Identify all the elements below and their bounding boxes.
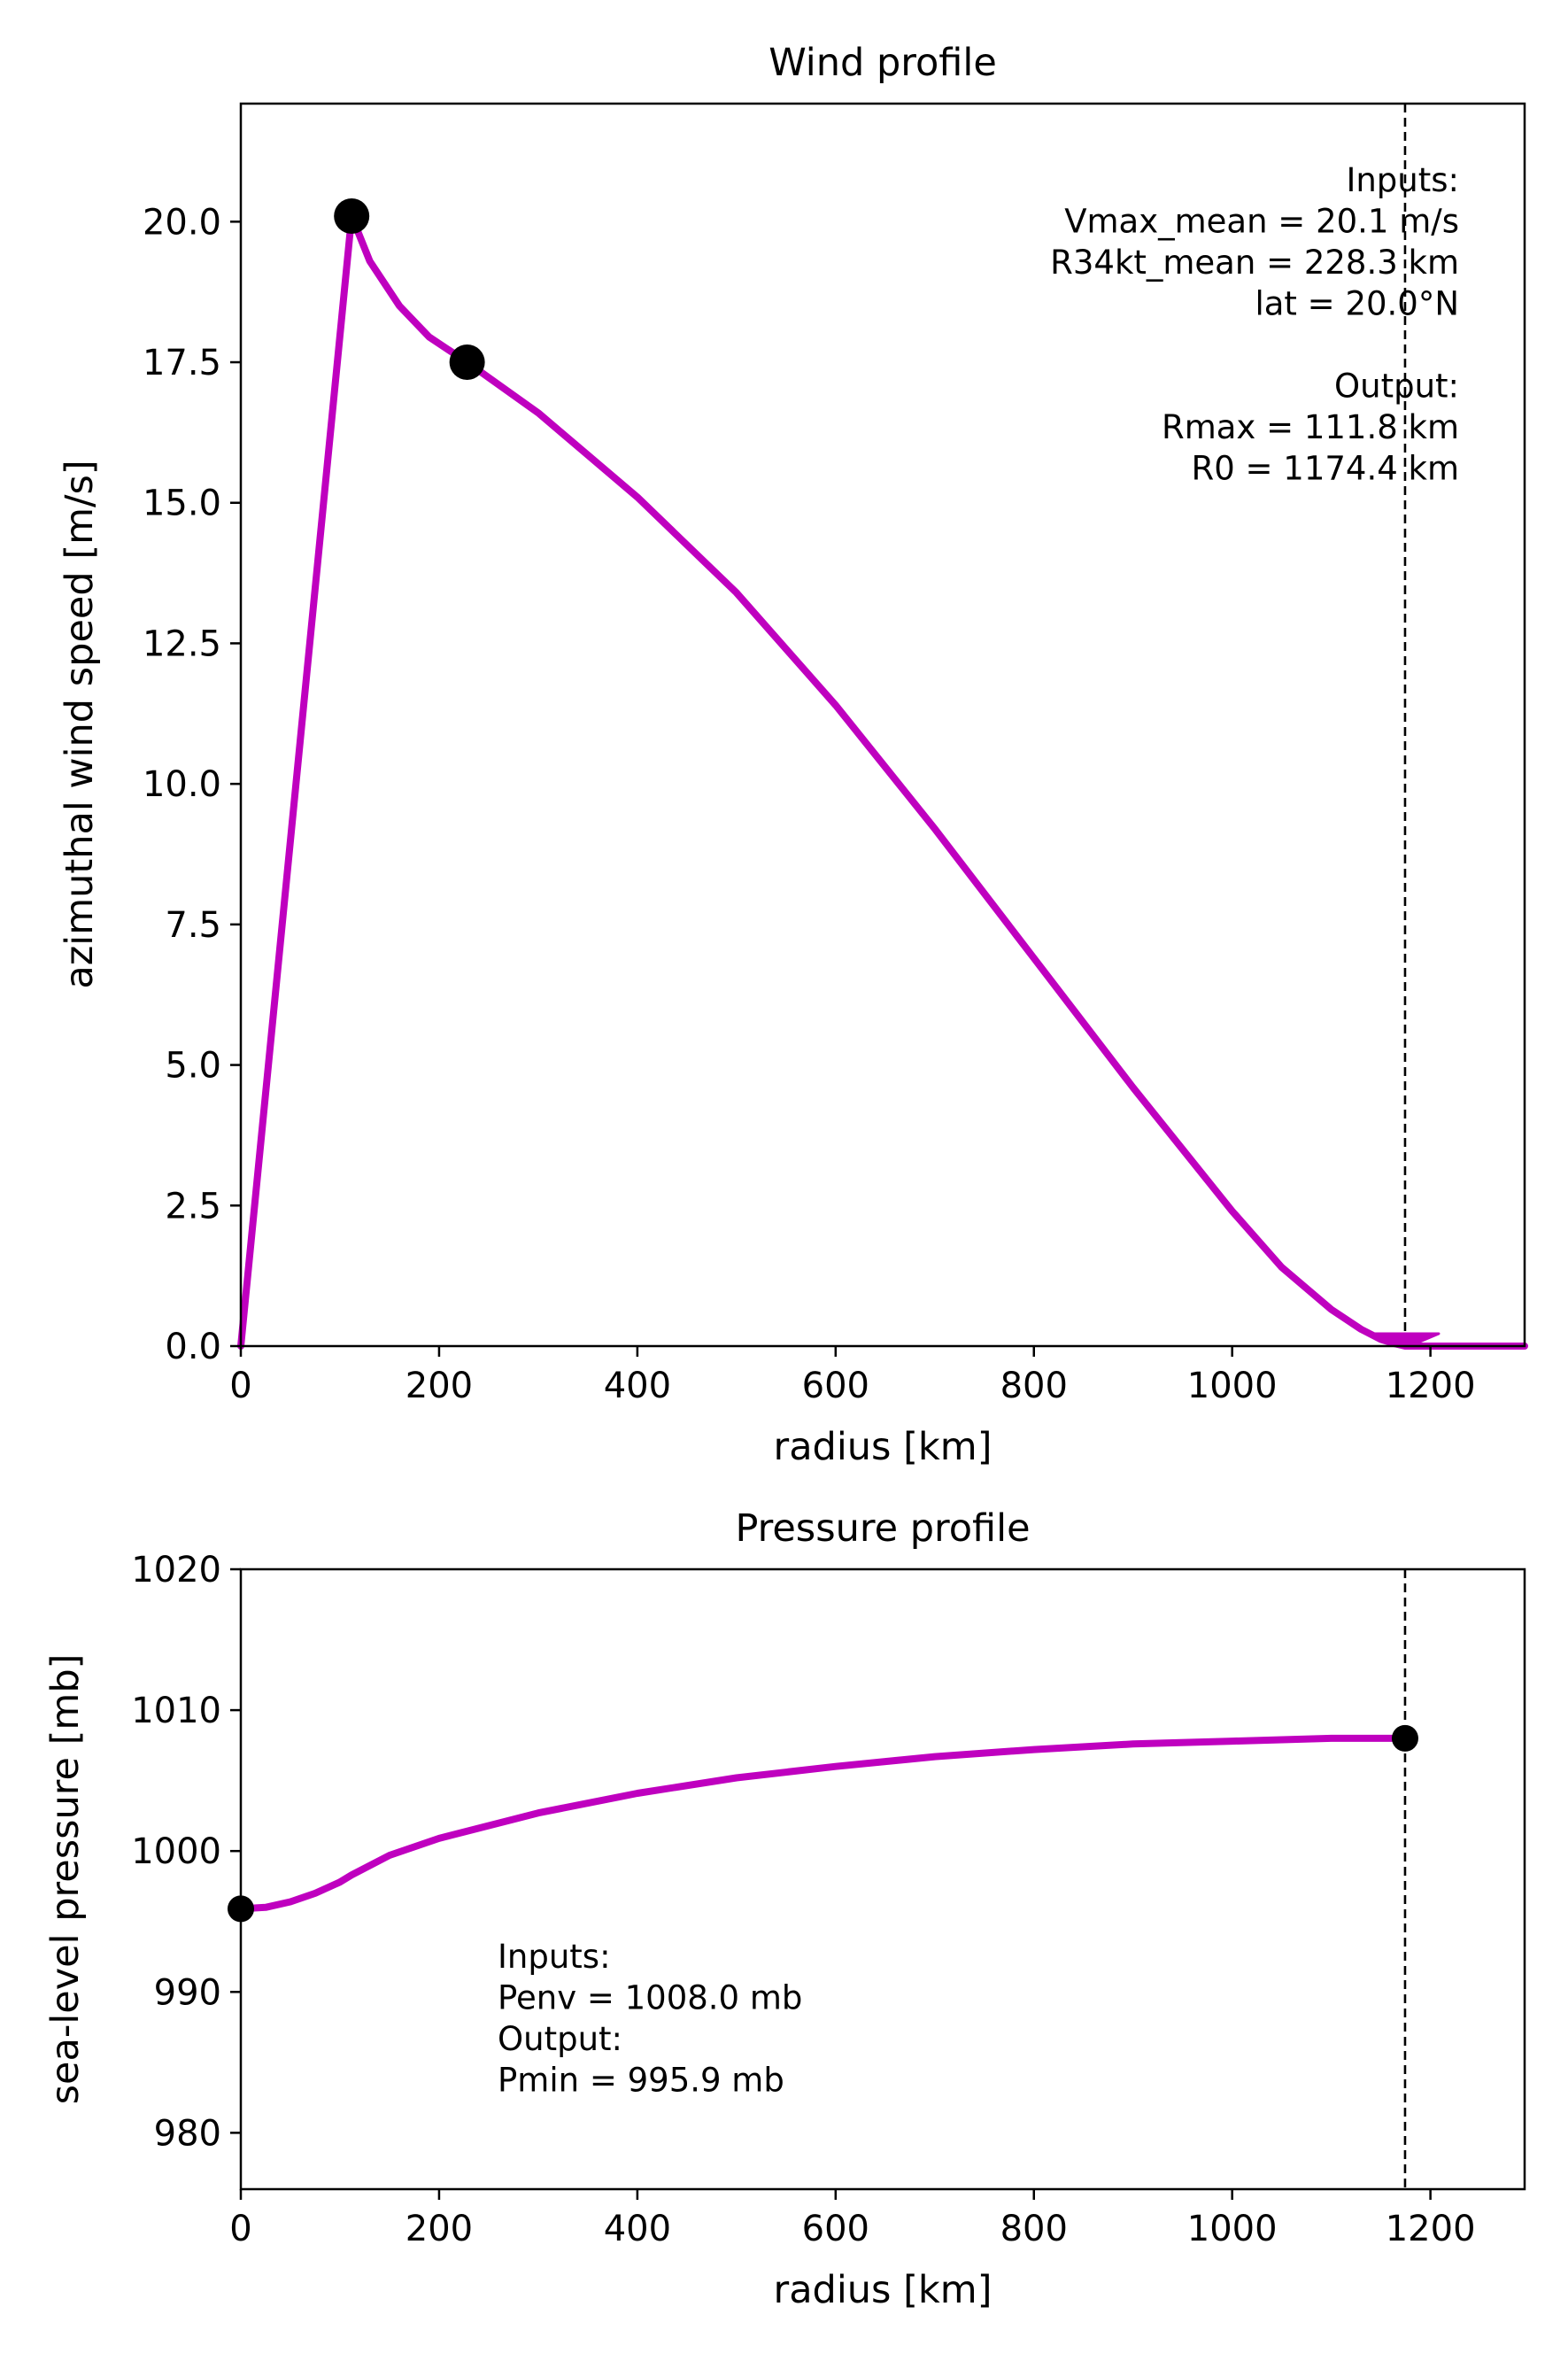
pressure-y-tick-label: 1010 — [131, 1691, 221, 1731]
wind-plot-frame — [239, 102, 1526, 1348]
wind-y-tick-label: 2.5 — [165, 1186, 221, 1227]
wind-data-point — [334, 197, 370, 234]
pressure-y-axis-label: sea-level pressure [mb] — [43, 1654, 88, 2105]
pressure-y-tick-label: 1000 — [131, 1831, 221, 1872]
wind-x-tick-label: 200 — [406, 1366, 473, 1406]
wind-annotation-line: Vmax_mean = 20.1 m/s — [1064, 203, 1459, 241]
wind-annotation-line: R34kt_mean = 228.3 km — [1050, 244, 1459, 282]
wind-profile-arrowhead — [1370, 1332, 1441, 1350]
wind-y-tick-label: 12.5 — [143, 623, 221, 664]
wind-annotation-line: Inputs: — [1346, 161, 1459, 199]
wind-annotation-line: lat = 20.0°N — [1255, 285, 1459, 323]
pressure-data-point — [1391, 1724, 1418, 1752]
wind-annotation-line: R0 = 1174.4 km — [1192, 450, 1459, 488]
pressure-y-tick-label: 1020 — [131, 1550, 221, 1591]
wind-x-tick-label: 800 — [1000, 1366, 1068, 1406]
wind-x-tick-label: 1000 — [1187, 1366, 1278, 1406]
wind-x-tick-label: 600 — [802, 1366, 869, 1406]
wind-y-tick-label: 5.0 — [165, 1046, 221, 1087]
pressure-x-tick-label: 400 — [604, 2209, 671, 2249]
wind-x-axis-label: radius [km] — [774, 1425, 993, 1469]
pressure-x-tick-label: 0 — [229, 2209, 251, 2249]
wind-y-tick-label: 10.0 — [143, 764, 221, 805]
wind-x-tick-label: 0 — [229, 1366, 251, 1406]
wind-annotation-line: Rmax = 111.8 km — [1162, 408, 1459, 446]
pressure-x-tick-label: 1200 — [1386, 2209, 1476, 2249]
pressure-y-tick-label: 990 — [154, 1972, 221, 2013]
wind-y-axis-label: azimuthal wind speed [m/s] — [58, 460, 102, 988]
pressure-x-tick-label: 800 — [1000, 2209, 1068, 2249]
pressure-annotation-line: Inputs: — [498, 1938, 611, 1976]
wind-y-tick-label: 17.5 — [143, 343, 221, 383]
wind-y-tick-label: 7.5 — [165, 905, 221, 946]
wind-profile-chart: Wind profile 0 200 400 600 800 1000 1200 0.0 2.… — [58, 41, 1528, 1469]
pressure-x-axis-label: radius [km] — [774, 2268, 993, 2312]
pressure-profile-chart: Pressure profile 0 200 400 600 800 1000 1200 9… — [43, 1506, 1526, 2312]
wind-y-tick-label: 0.0 — [165, 1327, 221, 1367]
wind-x-tick-label: 400 — [604, 1366, 671, 1406]
wind-y-tick-label: 20.0 — [143, 202, 221, 243]
wind-x-tick-label: 1200 — [1386, 1366, 1476, 1406]
pressure-annotation-line: Output: — [498, 2020, 622, 2058]
pressure-annotation-line: Penv = 1008.0 mb — [498, 1979, 802, 2017]
wind-y-tick-label: 15.0 — [143, 484, 221, 524]
pressure-plot-frame — [239, 1567, 1526, 2191]
pressure-y-tick-label: 980 — [154, 2113, 221, 2154]
wind-annotation-line: Output: — [1334, 368, 1459, 406]
wind-data-point — [449, 344, 485, 381]
pressure-annotation-line: Pmin = 995.9 mb — [498, 2062, 784, 2100]
wind-chart-title: Wind profile — [769, 41, 997, 85]
pressure-chart-title: Pressure profile — [735, 1506, 1030, 1551]
pressure-profile-line — [237, 1734, 1409, 1913]
pressure-x-tick-label: 600 — [802, 2209, 869, 2249]
pressure-x-tick-label: 1000 — [1187, 2209, 1278, 2249]
pressure-x-tick-label: 200 — [406, 2209, 473, 2249]
